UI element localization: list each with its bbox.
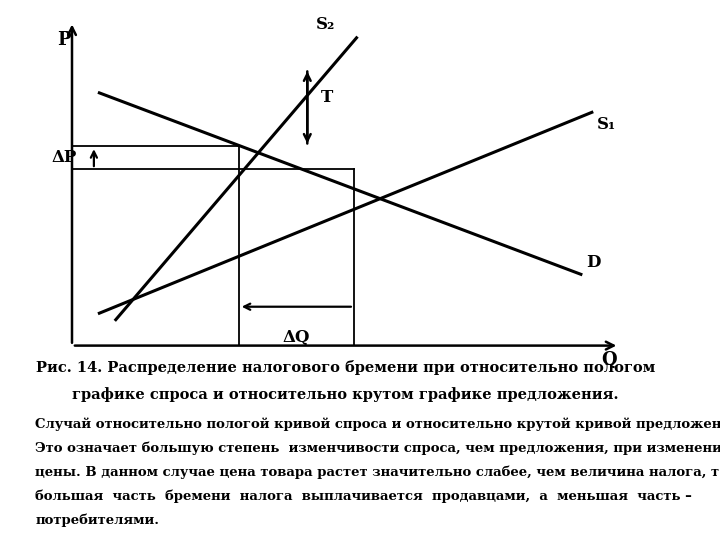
Text: графике спроса и относительно крутом графике предложения.: графике спроса и относительно крутом гра… [72, 387, 619, 402]
Text: ΔQ: ΔQ [283, 329, 310, 346]
Text: ΔP: ΔP [51, 149, 76, 166]
Text: T: T [321, 89, 333, 106]
Text: S₁: S₁ [598, 116, 616, 132]
Text: потребителями.: потребителями. [35, 514, 159, 528]
Text: P: P [57, 31, 71, 49]
Text: Рис. 14. Распределение налогового бремени при относительно пологом: Рис. 14. Распределение налогового бремен… [36, 360, 655, 375]
Text: Q: Q [600, 351, 616, 369]
Text: большая  часть  бремени  налога  выплачивается  продавцами,  а  меньшая  часть –: большая часть бремени налога выплачивает… [35, 490, 692, 503]
Text: цены. В данном случае цена товара растет значительно слабее, чем величина налога: цены. В данном случае цена товара растет… [35, 466, 720, 480]
Text: D: D [586, 254, 601, 271]
Text: S₂: S₂ [315, 16, 335, 33]
Text: Случай относительно пологой кривой спроса и относительно крутой кривой предложен: Случай относительно пологой кривой спрос… [35, 418, 720, 431]
Text: Это означает большую степень  изменчивости спроса, чем предложения, при изменени: Это означает большую степень изменчивост… [35, 442, 720, 455]
